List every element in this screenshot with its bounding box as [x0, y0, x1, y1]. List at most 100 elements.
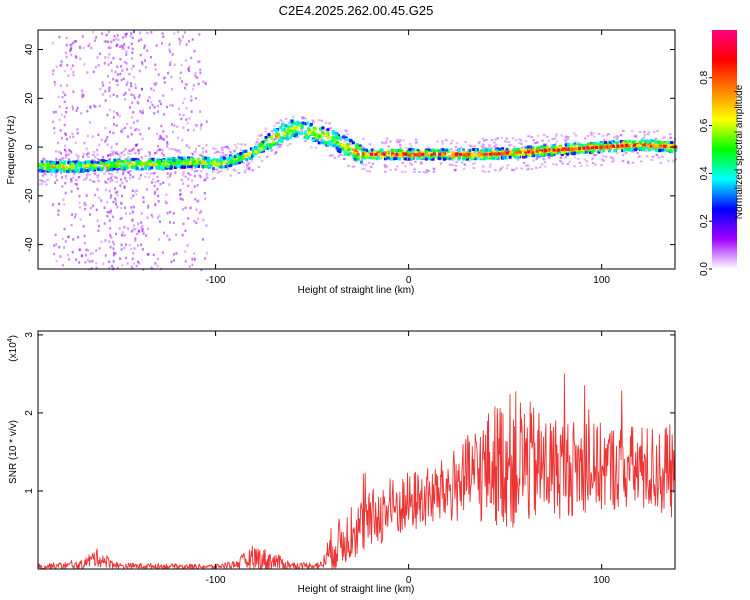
spectrogram-ridge-cell: [394, 156, 398, 160]
spectrogram-smear-cell: [84, 253, 87, 257]
spectrogram-smear-cell: [123, 225, 126, 229]
spectrogram-noise-cell: [540, 163, 544, 166]
spectrogram-ridge-cell: [356, 152, 360, 156]
spectrogram-ridge-cell: [580, 143, 584, 147]
spectrogram-smear-cell: [78, 45, 81, 48]
spectrogram-smear-cell: [109, 234, 112, 238]
spectrogram-noise-cell: [600, 158, 604, 161]
spectrogram-noise-cell: [87, 155, 90, 158]
spectrogram-smear-cell: [156, 104, 159, 108]
spectrogram-smear-cell: [107, 56, 110, 59]
spectrogram-smear-cell: [60, 60, 63, 63]
spectrogram-ridge-cell: [45, 167, 49, 171]
spectrogram-smear-cell: [108, 158, 111, 161]
spectrogram-smear-cell: [158, 214, 161, 217]
spectrogram-smear-cell: [130, 197, 133, 200]
spectrogram-smear-cell: [121, 168, 124, 172]
spectrogram-noise-cell: [197, 144, 201, 147]
spectrogram-ridge-cell: [323, 141, 327, 145]
spectrogram-ridge-cell: [135, 159, 139, 163]
spectrogram-ridge-cell: [623, 142, 627, 146]
spectrogram-smear-cell: [161, 137, 164, 140]
spectrogram-ridge-cell: [344, 137, 348, 141]
spectrogram-smear-cell: [63, 227, 66, 231]
spectrogram-noise-cell: [225, 154, 228, 157]
spectrogram-noise-cell: [566, 163, 570, 166]
spectrogram-noise-cell: [184, 175, 187, 178]
spectrogram-noise-cell: [520, 139, 523, 142]
spectrogram-ridge-cell: [86, 160, 90, 164]
spectrogram-noise-cell: [496, 137, 500, 140]
spectrogram-smear-cell: [114, 191, 117, 194]
spectrogram-ridge-cell: [328, 140, 332, 144]
spectrogram-smear-cell: [72, 90, 75, 93]
spectrogram-smear-cell: [106, 136, 109, 139]
spectrogram-peak-cell: [573, 147, 577, 151]
spectrogram-ridge-cell: [418, 152, 422, 156]
spectrogram-noise-cell: [301, 116, 304, 119]
spectrogram-ridge-cell: [608, 141, 612, 145]
spectrogram-noise-cell: [463, 163, 467, 166]
spectrogram-smear-cell: [89, 105, 92, 108]
spectrogram-noise-cell: [448, 163, 452, 166]
spectrogram-ridge-cell: [307, 131, 311, 135]
spectrogram-noise-cell: [342, 134, 345, 137]
spectrogram-ridge-cell: [39, 162, 43, 166]
spectrogram-smear-cell: [136, 119, 139, 123]
spectrogram-smear-cell: [54, 233, 57, 237]
spectrogram-peak-cell: [527, 150, 531, 154]
spectrogram-smear-cell: [135, 189, 138, 193]
spectrogram-ridge-cell: [130, 165, 134, 169]
spectrogram-smear-cell: [165, 201, 168, 205]
snr-exponent-prefix: (x10: [8, 342, 19, 362]
spectrogram-smear-cell: [148, 96, 151, 99]
spectrogram-noise-cell: [489, 163, 492, 166]
spectrogram-smear-cell: [119, 257, 122, 260]
spectrogram-ridge-cell: [619, 140, 623, 144]
spectrogram-noise-cell: [344, 134, 347, 137]
spectrogram-noise-cell: [247, 162, 251, 165]
spectrogram-smear-cell: [107, 154, 110, 157]
spectrogram-ridge-cell: [169, 162, 173, 166]
spectrogram-noise-cell: [147, 176, 151, 179]
spectrogram-ridge-cell: [392, 157, 396, 161]
spectrogram-ridge-cell: [640, 138, 644, 142]
spectrogram-noise-cell: [243, 143, 247, 146]
spectrogram-noise-cell: [484, 146, 488, 149]
spectrogram-smear-cell: [63, 246, 66, 249]
spectrogram-smear-cell: [73, 216, 76, 219]
spectrogram-ridge-cell: [315, 138, 319, 142]
spectrogram-noise-cell: [140, 148, 143, 151]
spectrogram-ridge-cell: [309, 122, 313, 126]
spectrogram-smear-cell: [173, 32, 176, 35]
spectrogram-smear-cell: [128, 212, 131, 215]
spectrogram-ridge-cell: [495, 149, 499, 153]
spectrogram-ridge-cell: [172, 158, 176, 162]
spectrogram-smear-cell: [153, 184, 156, 188]
spectrogram-smear-cell: [184, 82, 187, 86]
spectrogram-ridge-cell: [441, 148, 445, 152]
spectrogram-ridge-cell: [180, 161, 184, 165]
spectrogram-ridge-cell: [249, 147, 253, 151]
spectrogram-noise-cell: [259, 134, 262, 137]
spectrogram-ridge-cell: [306, 121, 310, 125]
spectrogram-peak-cell: [552, 148, 556, 152]
spectrogram-noise-cell: [389, 140, 392, 143]
spectrogram-smear-cell: [52, 69, 55, 72]
spectrogram-peak-cell: [556, 148, 560, 152]
spectrogram-smear-cell: [105, 33, 108, 37]
spectrogram-noise-cell: [229, 174, 232, 177]
spectrogram-ridge-cell: [628, 139, 632, 143]
spectrogram-smear-cell: [167, 71, 170, 75]
spectrogram-ridge-cell: [376, 151, 380, 155]
spectrogram-smear-cell: [190, 99, 193, 102]
spectrogram-smear-cell: [77, 155, 80, 158]
spectrogram-smear-cell: [122, 36, 125, 39]
spectrogram-smear-cell: [116, 205, 119, 209]
spectrogram-smear-cell: [119, 184, 122, 187]
spectrogram-ridge-cell: [622, 148, 626, 152]
spectrogram-noise-cell: [329, 127, 333, 130]
spectrogram-ridge-cell: [118, 166, 122, 170]
spectrogram-smear-cell: [125, 83, 128, 87]
spectrogram-ridge-cell: [501, 147, 505, 151]
